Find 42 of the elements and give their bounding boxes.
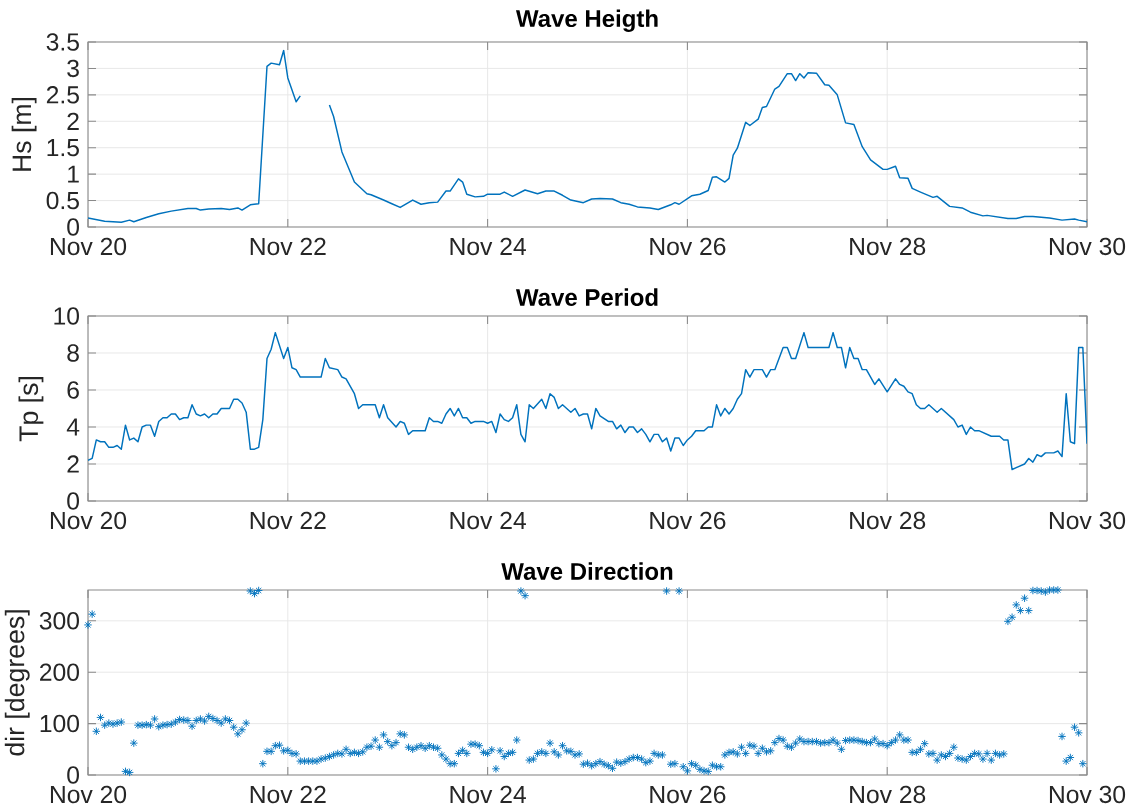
x-tick-label: Nov 30 — [1049, 785, 1126, 804]
x-tick-label: Nov 26 — [650, 511, 726, 530]
y-tick-label: 300 — [39, 612, 79, 630]
y-tick-label: 100 — [40, 714, 79, 733]
x-tick-label: Nov 30 — [1049, 237, 1126, 256]
y-tick-label: 3 — [67, 59, 79, 78]
chart-title: Wave Period — [515, 288, 658, 306]
y-tick-label: 0 — [67, 766, 79, 784]
y-tick-label: 4 — [66, 418, 80, 436]
y-tick-label: 1 — [68, 165, 79, 183]
y-tick-label: 6 — [67, 381, 79, 399]
y-tick-label: 0 — [67, 218, 79, 236]
x-tick-label: Nov 20 — [50, 785, 127, 804]
y-tick-label: 200 — [40, 663, 79, 681]
x-tick-label: Nov 22 — [250, 785, 326, 804]
y-tick-label: 0.5 — [46, 191, 79, 210]
x-tick-label: Nov 20 — [50, 237, 127, 256]
x-tick-label: Nov 22 — [250, 237, 326, 256]
chart-title: Wave Direction — [501, 562, 673, 580]
x-tick-label: Nov 24 — [450, 237, 526, 256]
y-tick-label: 2 — [67, 455, 79, 473]
y-tick-label: 3.5 — [46, 33, 79, 51]
y-axis-title: Hs [m] — [11, 97, 37, 171]
x-tick-label: Nov 24 — [450, 511, 526, 530]
x-tick-label: Nov 24 — [450, 785, 526, 804]
x-tick-label: Nov 26 — [650, 785, 726, 804]
y-tick-label: 1.5 — [47, 139, 79, 157]
y-axis-title: Tp [s] — [18, 377, 44, 442]
y-tick-label: 8 — [67, 344, 79, 362]
x-tick-label: Nov 28 — [850, 785, 926, 804]
y-tick-label: 2 — [67, 112, 79, 130]
y-tick-label: 2.5 — [46, 86, 79, 104]
y-tick-label: 10 — [54, 307, 79, 325]
x-tick-label: Nov 22 — [250, 511, 326, 530]
x-tick-label: Nov 28 — [850, 511, 926, 530]
chart-title: Wave Heigth — [515, 9, 658, 32]
x-tick-label: Nov 30 — [1049, 511, 1126, 530]
y-tick-label: 0 — [67, 492, 79, 510]
x-tick-label: Nov 28 — [850, 237, 926, 256]
y-axis-title: dir [degrees] — [4, 610, 30, 756]
x-tick-label: Nov 20 — [50, 511, 127, 530]
x-tick-label: Nov 26 — [650, 237, 726, 256]
